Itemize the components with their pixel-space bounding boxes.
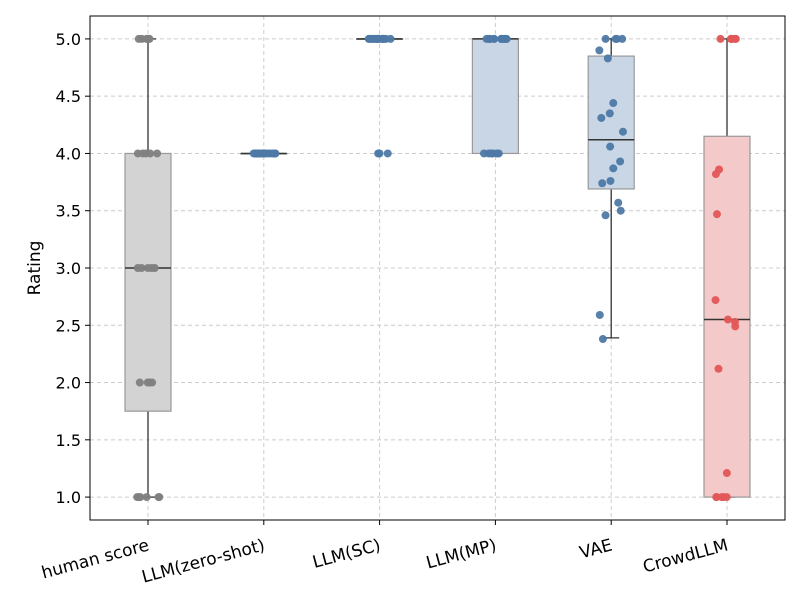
data-point: [364, 34, 373, 43]
data-point: [497, 34, 506, 43]
data-point: [253, 149, 262, 158]
data-point: [606, 142, 615, 151]
y-tick-label: 3.5: [56, 202, 81, 221]
data-point: [716, 34, 725, 43]
data-point: [137, 264, 146, 272]
data-point: [595, 46, 604, 55]
data-point: [731, 322, 740, 331]
iqr-box: [471, 38, 519, 155]
data-point: [719, 493, 728, 502]
data-point: [135, 378, 144, 387]
data-point: [598, 335, 607, 344]
y-tick-label: 5.0: [56, 30, 81, 49]
data-point: [614, 198, 623, 207]
point-layer: [133, 34, 740, 502]
y-tick-label: 4.0: [56, 144, 81, 163]
y-tick-label: 2.0: [56, 374, 81, 393]
data-point: [138, 149, 147, 158]
y-tick-label: 1.0: [56, 488, 81, 507]
y-axis-label: Rating: [25, 241, 45, 296]
data-point: [712, 210, 721, 219]
data-point: [485, 34, 494, 43]
data-point: [601, 211, 610, 220]
data-point: [601, 34, 610, 43]
data-point: [603, 54, 612, 63]
y-tick-layer: 1.0 1.5 2.0 2.5 3.0 3.5 4.0 4.5 5.0: [56, 30, 90, 507]
data-point: [598, 179, 607, 188]
iqr-box: [703, 135, 751, 498]
data-point: [712, 493, 721, 502]
data-point: [153, 149, 162, 158]
data-point: [374, 149, 383, 158]
y-tick-label: 2.5: [56, 316, 81, 335]
data-point: [730, 34, 739, 43]
data-point: [155, 493, 164, 502]
data-point: [714, 364, 723, 373]
data-point: [609, 99, 618, 108]
data-point: [374, 34, 383, 43]
data-point: [711, 296, 720, 305]
data-point: [722, 469, 731, 478]
data-point: [597, 113, 606, 122]
data-point: [386, 34, 395, 43]
data-point: [618, 34, 627, 43]
y-tick-label: 1.5: [56, 431, 81, 450]
data-point: [616, 157, 625, 166]
data-point: [269, 149, 278, 158]
data-point: [142, 493, 151, 502]
x-tick-label: LLM(MP): [424, 536, 499, 574]
iqr-box: [124, 152, 172, 412]
data-point: [618, 127, 627, 136]
data-point: [605, 109, 614, 118]
data-point: [606, 176, 615, 185]
x-tick-label: LLM(SC): [311, 536, 383, 573]
x-tick-label: VAE: [578, 536, 615, 564]
data-point: [595, 310, 604, 319]
data-point: [609, 164, 618, 173]
data-point: [616, 206, 625, 215]
data-point: [383, 149, 392, 158]
x-tick-label: CrowdLLM: [641, 536, 730, 578]
x-tick-label: human score: [39, 536, 151, 584]
x-tick-label: LLM(zero-shot): [140, 536, 267, 588]
data-point: [144, 34, 153, 43]
y-tick-label: 4.5: [56, 87, 81, 106]
data-point: [723, 315, 732, 324]
data-point: [711, 170, 720, 179]
data-point: [134, 493, 143, 502]
grid-layer: [90, 16, 785, 520]
data-point: [488, 149, 497, 158]
data-point: [143, 264, 152, 272]
data-point: [143, 378, 152, 387]
y-tick-label: 3.0: [56, 259, 81, 278]
